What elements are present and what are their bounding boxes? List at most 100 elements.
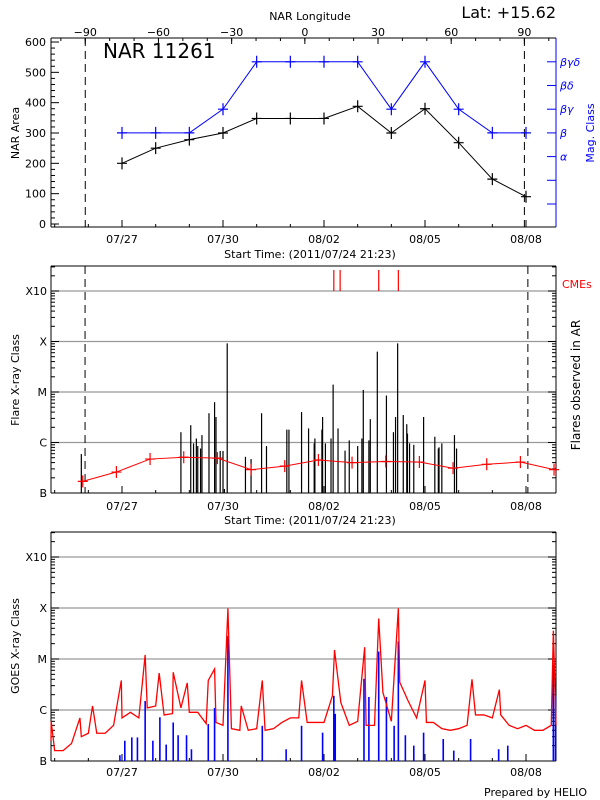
nar-area-point: [453, 136, 464, 149]
credit-label: Prepared by HELIO: [484, 786, 587, 799]
cme-label: CMEs: [562, 278, 592, 291]
flare-rate-point: [246, 463, 257, 476]
flare-class-tick-label: X10: [25, 285, 47, 298]
mag-class-point: [285, 55, 296, 68]
flare-rate-point: [448, 462, 459, 475]
mag-class-point: [218, 103, 229, 116]
nar-area-point: [352, 100, 363, 113]
mag-class-tick-label: β: [559, 127, 567, 140]
panel2-x-axis-title: Start Time: (2011/07/24 21:23): [224, 514, 396, 527]
goes-class-tick-label: X: [39, 602, 47, 615]
region-title: NAR 11261: [103, 39, 216, 63]
mag-class-point: [352, 55, 363, 68]
goes-date-tick-label: 08/05: [409, 766, 441, 779]
mag-class-point: [487, 126, 498, 139]
nar-date-tick-label: 08/02: [308, 233, 340, 246]
nar-area-point: [150, 142, 161, 155]
flare-rate-point: [111, 466, 122, 479]
mag-class-point: [150, 126, 161, 139]
goes-class-tick-label: C: [39, 704, 47, 717]
flare-rate-point: [515, 456, 526, 469]
goes-class-tick-label: B: [39, 755, 47, 768]
flare-date-tick-label: 08/02: [308, 500, 340, 513]
flare-rate-point: [313, 454, 324, 467]
mag-class-point: [420, 55, 431, 68]
nar-area-point: [218, 127, 229, 139]
nar-area-point: [319, 112, 330, 125]
flare-date-tick-label: 08/08: [510, 500, 542, 513]
flare-rate-point: [549, 463, 560, 476]
nar-area-point: [420, 102, 431, 115]
flare-rate-point: [380, 455, 391, 468]
latitude-label: Lat: +15.62: [461, 3, 556, 22]
longitude-tick-label: −90: [74, 26, 97, 39]
flare-class-tick-label: M: [38, 386, 48, 399]
flare-class-axis-title: Flare X-ray Class: [9, 334, 22, 426]
flare-rate-point: [178, 451, 189, 464]
nar-area-point: [285, 112, 296, 125]
flare-panel: B C M X X10 07/27 07/30 08/02 08/05 08/08: [25, 265, 560, 513]
longitude-axis-title: NAR Longitude: [269, 10, 351, 23]
flares-observed-axis-title: Flares observed in AR: [569, 320, 583, 450]
area-tick-label: 300: [25, 127, 46, 140]
nar-date-tick-label: 07/27: [106, 233, 138, 246]
area-tick-label: 0: [39, 218, 46, 231]
flare-rate-point: [279, 460, 290, 473]
goes-panel: B C M X X10 07/27 07/30 08/02 08/05 08/08: [25, 531, 557, 779]
mag-class-point: [319, 55, 330, 68]
longitude-tick-label: 90: [517, 26, 531, 39]
goes-class-tick-label: M: [38, 653, 48, 666]
longitude-tick-label: 0: [301, 26, 308, 39]
nar-date-tick-label: 08/08: [510, 233, 542, 246]
flare-class-tick-label: X: [39, 336, 47, 349]
goes-class-tick-label: X10: [25, 551, 47, 564]
goes-date-tick-label: 07/27: [106, 766, 138, 779]
flare-date-tick-label: 07/30: [207, 500, 239, 513]
mag-class-point: [386, 103, 397, 116]
nar-area-point: [117, 157, 128, 170]
nar-area-point: [184, 133, 195, 146]
goes-date-tick-label: 07/30: [207, 766, 239, 779]
longitude-tick-label: −30: [220, 26, 243, 39]
goes-long-channel-line: [50, 608, 557, 752]
flare-rate-point: [145, 453, 156, 466]
nar-area-point: [521, 190, 532, 203]
longitude-tick-label: 30: [371, 26, 385, 39]
area-tick-label: 100: [25, 188, 46, 201]
flare-date-tick-label: 07/27: [106, 500, 138, 513]
flare-rate-point: [414, 456, 425, 469]
nar-date-tick-label: 08/05: [409, 233, 441, 246]
nar-area-axis-title: NAR Area: [9, 107, 22, 159]
nar-area-point: [251, 112, 262, 125]
goes-class-axis-title: GOES X-ray Class: [9, 598, 22, 694]
area-tick-label: 600: [25, 36, 46, 49]
area-tick-label: 400: [25, 97, 46, 110]
area-tick-label: 500: [25, 66, 46, 79]
longitude-tick-label: −60: [147, 26, 170, 39]
flare-class-tick-label: B: [39, 487, 47, 500]
longitude-tick-label: 60: [444, 26, 458, 39]
mag-class-point: [521, 126, 532, 139]
flare-rate-point: [77, 475, 88, 488]
flare-class-tick-label: C: [39, 437, 47, 450]
mag-class-tick-label: α: [560, 151, 568, 164]
mag-class-point: [453, 103, 464, 116]
mag-class-axis-title: Mag. Class: [584, 103, 597, 162]
mag-class-point: [251, 55, 262, 68]
nar-panel: 0 100 200 300 400 500 600 αβ βγ βδ βγδ −90 −60 −30 0 30…: [25, 26, 581, 246]
flare-rate-point: [481, 458, 492, 471]
area-tick-label: 200: [25, 157, 46, 170]
nar-area-point: [487, 173, 498, 186]
mag-class-tick-label: βγ: [559, 103, 574, 116]
flare-rate-point: [347, 456, 358, 469]
mag-class-tick-label: βγδ: [559, 56, 581, 69]
panel1-x-axis-title: Start Time: (2011/07/24 21:23): [224, 248, 396, 261]
goes-date-tick-label: 08/02: [308, 766, 340, 779]
mag-class-tick-label: βδ: [559, 80, 574, 93]
nar-area-point: [386, 127, 397, 139]
flare-date-tick-label: 08/05: [409, 500, 441, 513]
nar-date-tick-label: 07/30: [207, 233, 239, 246]
goes-date-tick-label: 08/08: [510, 766, 542, 779]
